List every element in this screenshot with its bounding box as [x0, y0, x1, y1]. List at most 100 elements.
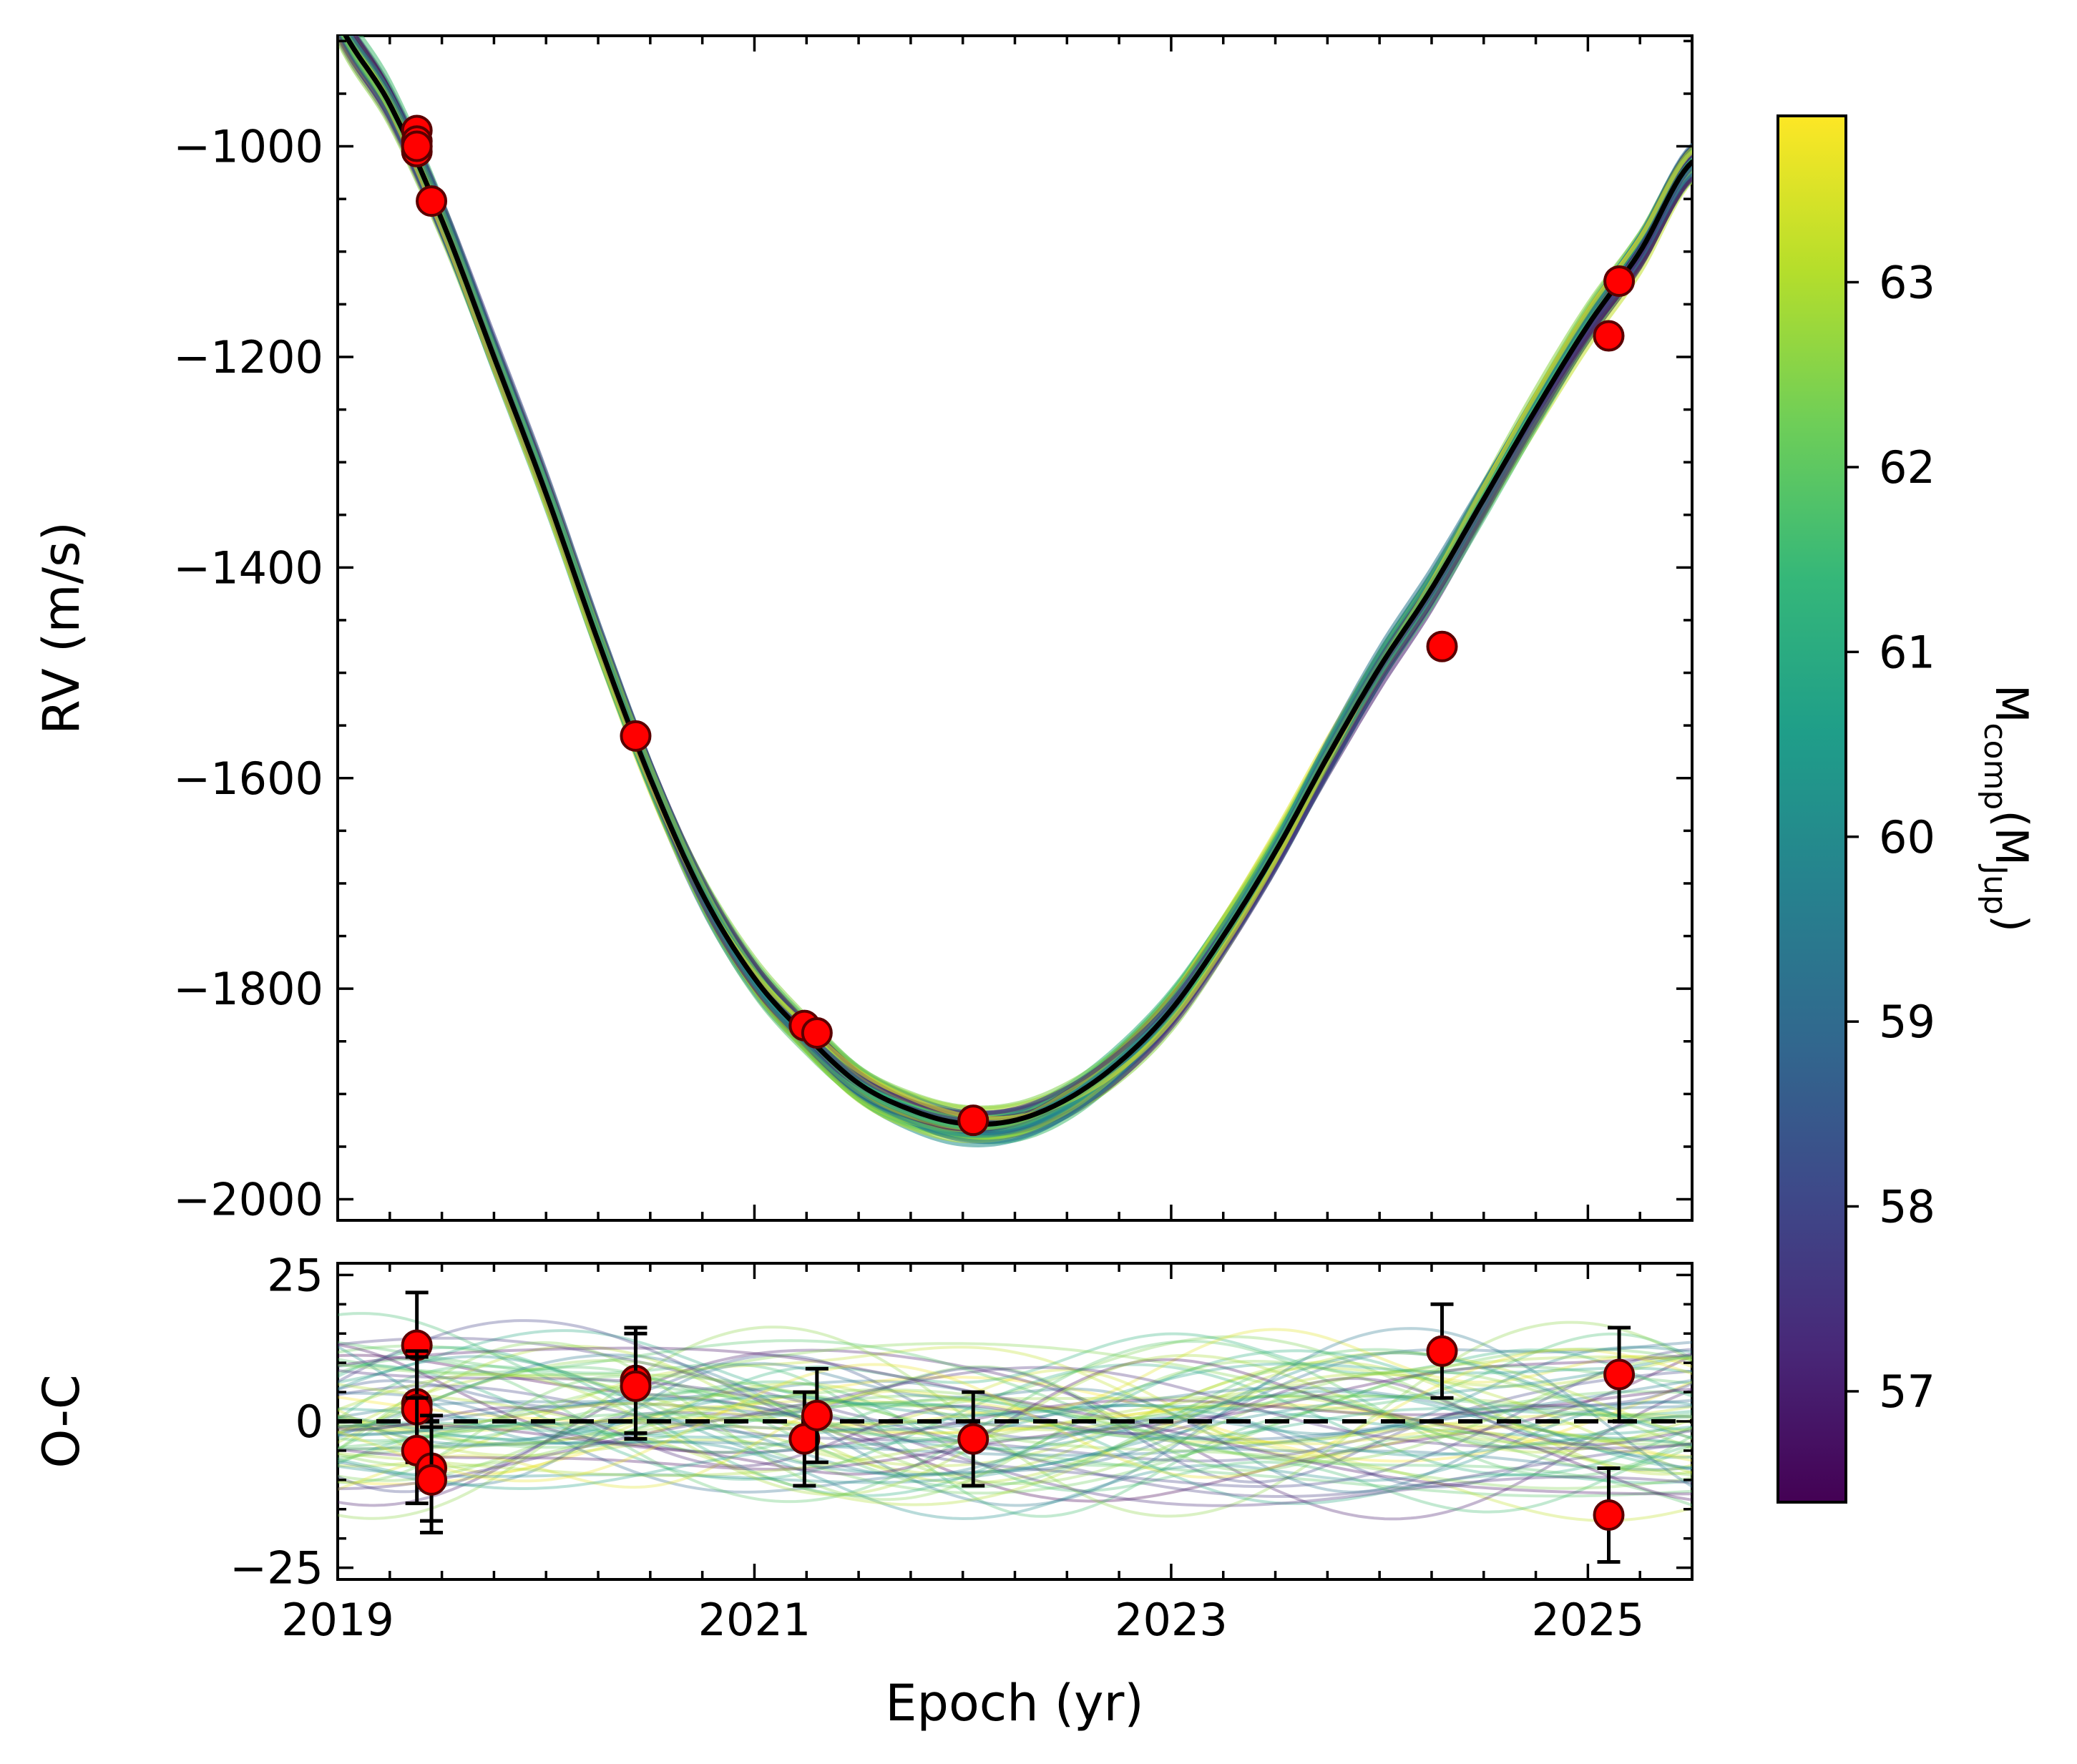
residual-model-curve: [338, 1335, 1692, 1482]
residual-y-ticks: 25 0 −25: [230, 1249, 1692, 1594]
residual-data-point: [957, 1423, 989, 1455]
rv-model-curve: [340, 36, 1692, 1140]
residual-model-curve: [338, 1332, 1692, 1466]
rv-panel: −1000 −1200 −1400 −1600 −1800 −2000 RV (m/s): [32, 34, 1694, 1226]
residual-model-curve: [338, 1390, 1692, 1449]
rv-model-curve: [338, 36, 1692, 1115]
residual-model-curve: [338, 1353, 1692, 1471]
rv-model-curve: [339, 36, 1692, 1132]
residual-data-point: [801, 1399, 833, 1431]
residual-model-curve: [338, 1341, 1692, 1498]
rv-model-curve: [345, 36, 1692, 1132]
residual-model-curve: [338, 1319, 1692, 1489]
rv-model-curve: [341, 36, 1692, 1127]
rv-model-curve: [348, 36, 1692, 1138]
residual-model-curve: [338, 1353, 1692, 1503]
rv-model-curve: [341, 36, 1692, 1121]
residual-model-curve: [338, 1387, 1692, 1454]
rv-best-fit-curve: [343, 36, 1692, 1127]
residual-model-curve: [338, 1366, 1692, 1494]
rv-model-curve: [351, 36, 1692, 1148]
residual-model-curve: [338, 1376, 1692, 1468]
rv-model-curve: [351, 36, 1692, 1121]
residual-posterior-models: [338, 1312, 1692, 1522]
rv-data-point: [416, 185, 448, 217]
residual-panel: 25 0 −25 2019 2021 2023 2025 O-C Epoch (yr): [32, 1249, 1694, 1733]
rv-model-curve: [340, 36, 1692, 1122]
rv-model-curve: [353, 36, 1692, 1132]
rv-model-curve: [343, 36, 1692, 1121]
rv-model-curve: [345, 36, 1692, 1125]
rv-model-curve: [341, 36, 1692, 1132]
rv-y-tick-label: −1200: [173, 331, 323, 383]
rv-model-curve: [340, 36, 1692, 1131]
rv-data-point: [620, 720, 652, 752]
rv-model-curve: [338, 36, 1692, 1139]
residual-model-curve: [338, 1401, 1692, 1441]
residual-model-curve: [338, 1362, 1692, 1490]
rv-model-curve: [338, 36, 1692, 1111]
rv-data-point: [401, 130, 433, 162]
residual-model-curve: [338, 1348, 1692, 1521]
rv-model-curve: [338, 36, 1692, 1117]
colorbar-tick-label: 60: [1879, 811, 1935, 863]
rv-model-curve: [340, 36, 1692, 1132]
residual-model-curve: [338, 1355, 1692, 1469]
rv-model-curve: [338, 36, 1692, 1130]
rv-data-point: [801, 1016, 833, 1049]
colorbar-ticks: 57 58 59 60 61 62 63: [1846, 257, 1935, 1418]
residual-model-curve: [338, 1359, 1692, 1486]
residual-point-group: [1603, 1326, 1636, 1424]
rv-model-curve: [343, 36, 1692, 1124]
rv-model-curve: [343, 36, 1692, 1137]
residual-model-curve: [338, 1402, 1692, 1462]
residual-model-curve: [338, 1353, 1692, 1489]
residual-model-curve: [338, 1362, 1692, 1494]
rv-model-curve: [341, 36, 1692, 1140]
residual-model-curve: [338, 1368, 1692, 1507]
x-tick-label: 2025: [1531, 1594, 1644, 1646]
residual-plot-area: [338, 1290, 1692, 1564]
residual-model-curve: [338, 1351, 1692, 1476]
rv-model-curve: [343, 36, 1692, 1122]
rv-model-curve: [348, 36, 1692, 1124]
rv-model-curve: [343, 36, 1692, 1130]
residual-model-curve: [338, 1343, 1692, 1501]
colorbar-tick-label: 63: [1879, 257, 1935, 309]
residual-point-group: [1593, 1466, 1625, 1564]
residual-y-axis-label: O-C: [32, 1374, 91, 1468]
rv-model-curve: [338, 36, 1692, 1110]
rv-model-curve: [346, 36, 1692, 1129]
rv-y-tick-label: −1400: [173, 542, 323, 594]
residual-data-point: [1593, 1499, 1625, 1531]
residual-model-curve: [338, 1346, 1692, 1497]
rv-x-ticks: [336, 36, 1694, 1220]
residual-model-curve: [338, 1354, 1692, 1476]
rv-model-curve: [338, 36, 1692, 1122]
residual-model-curve: [338, 1341, 1692, 1494]
residual-data-point: [416, 1464, 448, 1496]
residual-model-curve: [338, 1348, 1692, 1483]
colorbar-tick-label: 57: [1879, 1366, 1935, 1418]
residual-model-curve: [338, 1320, 1692, 1520]
residual-point-group: [416, 1425, 448, 1535]
residual-model-curve: [338, 1394, 1692, 1451]
residual-model-curve: [338, 1342, 1692, 1477]
rv-model-curve: [340, 36, 1692, 1134]
rv-model-curve: [358, 36, 1692, 1137]
rv-model-curve: [353, 36, 1692, 1142]
rv-model-curve: [338, 36, 1692, 1123]
rv-posterior-models: [338, 36, 1692, 1148]
rv-model-curve: [351, 36, 1692, 1117]
rv-model-curve: [350, 36, 1692, 1138]
colorbar-tick-label: 61: [1879, 626, 1935, 678]
residual-model-curve: [338, 1369, 1692, 1463]
rv-model-curve: [350, 36, 1692, 1130]
residual-point-group: [801, 1366, 833, 1464]
rv-y-axis-label: RV (m/s): [32, 521, 91, 735]
rv-model-curve: [338, 36, 1692, 1118]
residual-model-curve: [338, 1340, 1692, 1504]
rv-model-curve: [342, 36, 1692, 1125]
rv-model-curve: [343, 36, 1692, 1125]
rv-model-curve: [349, 36, 1692, 1137]
